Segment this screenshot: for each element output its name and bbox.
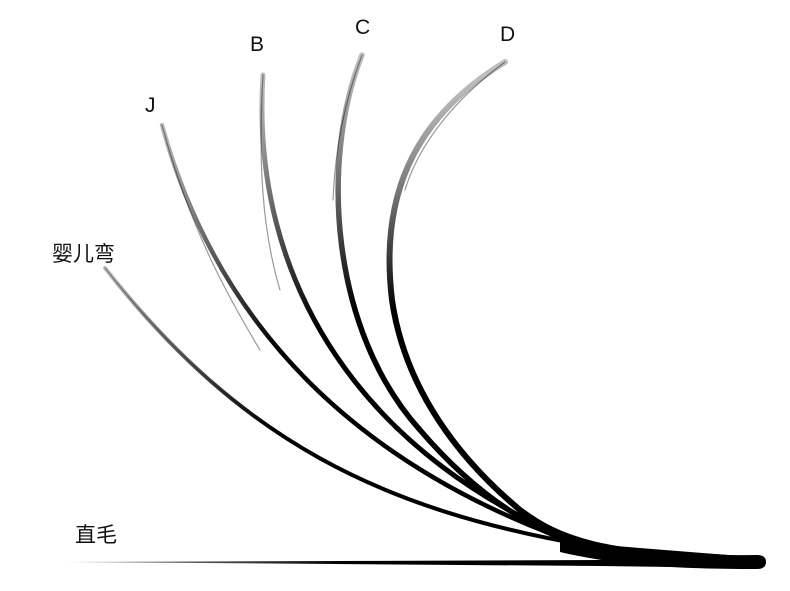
label-c: C (355, 16, 370, 39)
lash-base (560, 540, 766, 569)
curve-b (259, 72, 743, 562)
label-d: D (500, 23, 515, 46)
curve-j (159, 122, 743, 561)
label-b: B (250, 33, 264, 56)
curve-c (335, 52, 743, 563)
label-baby: 婴儿弯 (52, 243, 115, 266)
label-straight: 直毛 (75, 524, 117, 547)
label-j: J (145, 94, 156, 117)
curve-straight (65, 556, 765, 568)
curve-d (386, 59, 743, 563)
curve-baby (103, 266, 742, 560)
